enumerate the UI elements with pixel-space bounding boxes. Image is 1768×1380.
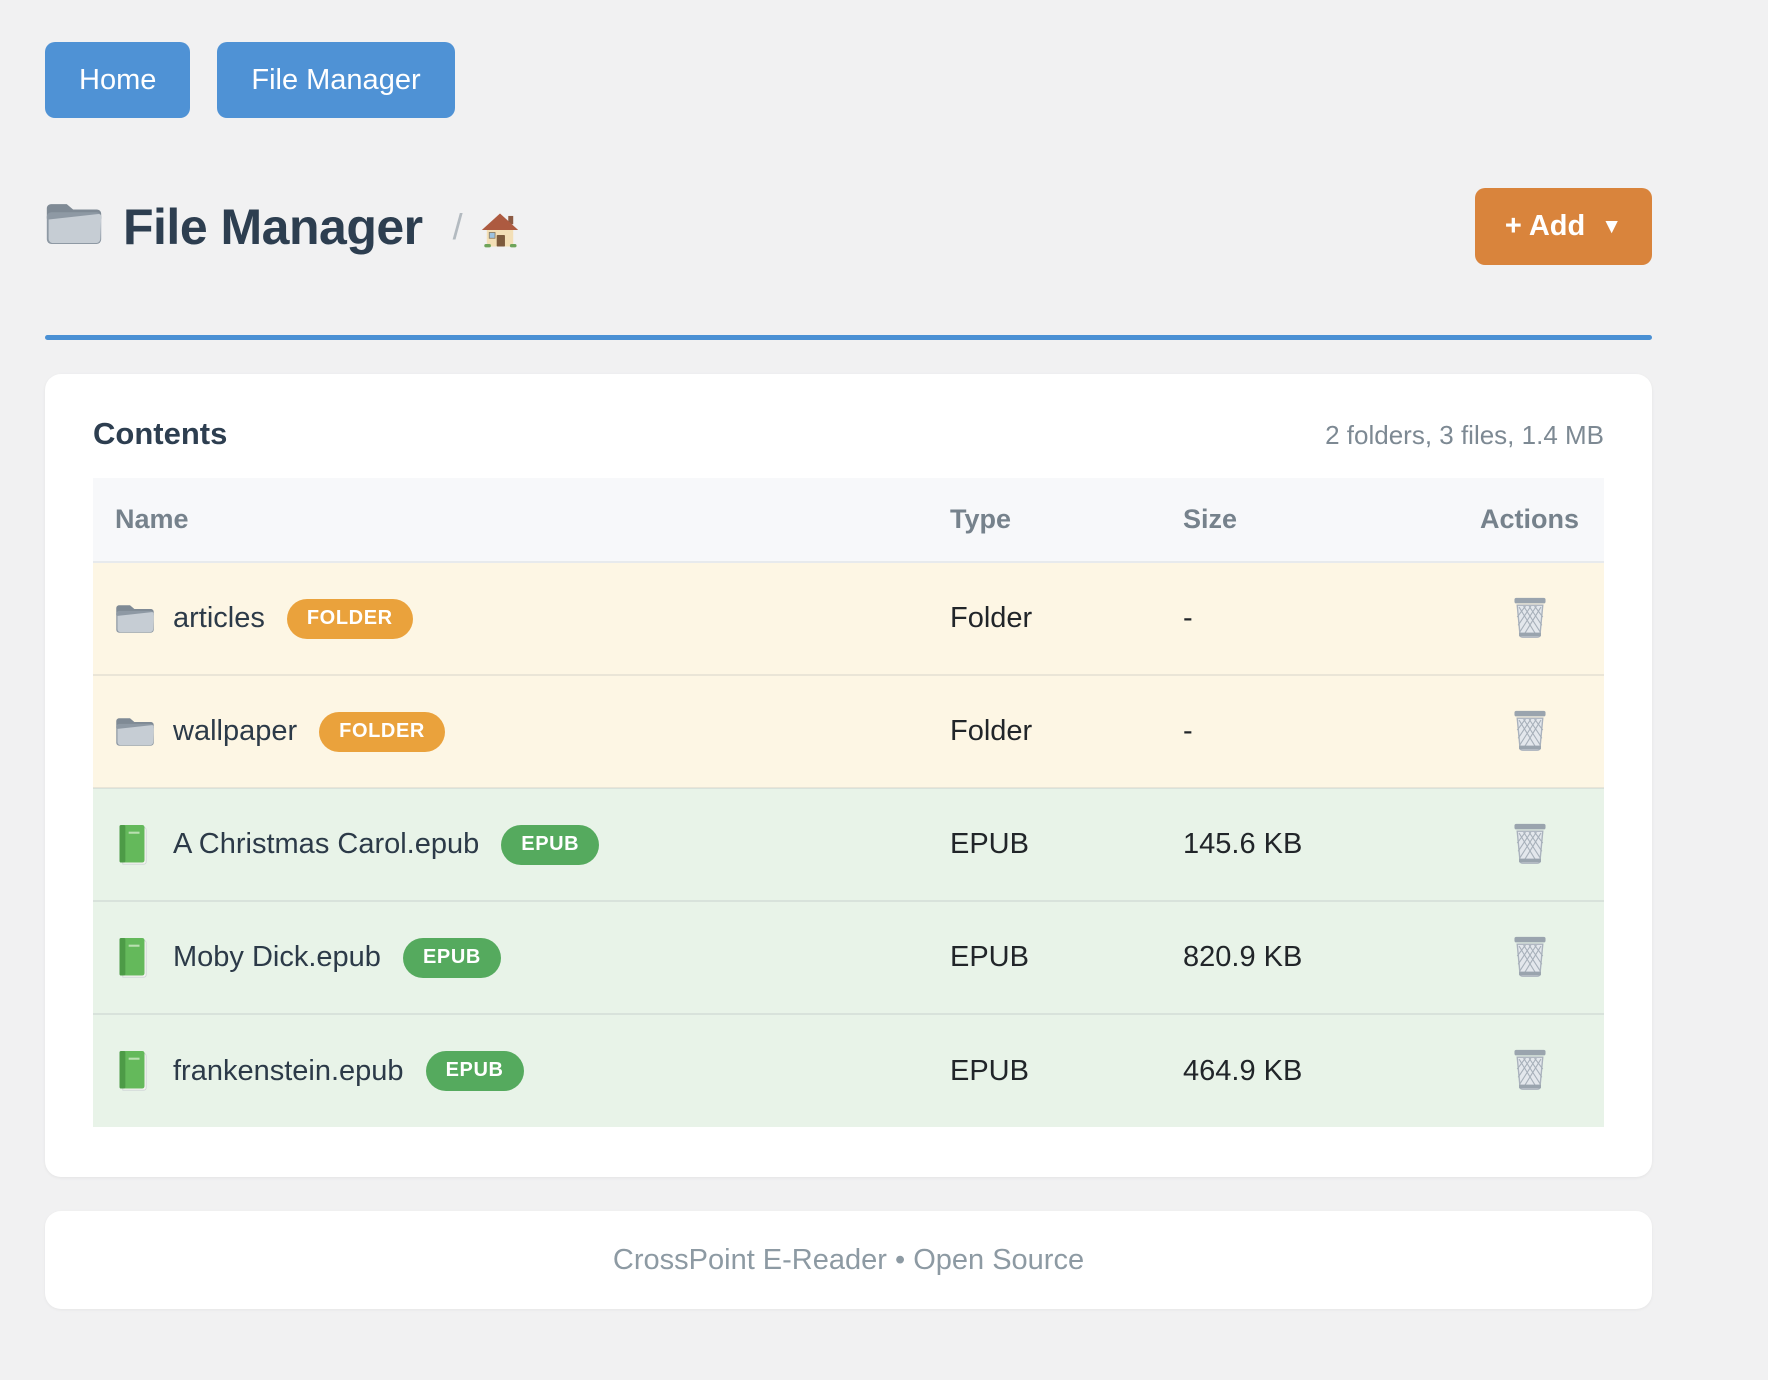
size-cell: 464.9 KB: [1183, 1013, 1455, 1127]
column-header-size: Size: [1183, 478, 1455, 563]
breadcrumb: /: [453, 206, 519, 248]
table-row[interactable]: Moby Dick.epub EPUB EPUB 820.9 KB: [93, 900, 1604, 1014]
book-icon: [115, 1051, 155, 1091]
delete-button[interactable]: [1506, 817, 1554, 871]
book-icon: [115, 937, 155, 978]
file-table-body: articles FOLDER Folder -: [93, 562, 1604, 1127]
type-badge: EPUB: [425, 1051, 524, 1091]
page-title-group: File Manager /: [45, 198, 519, 256]
file-table: Name Type Size Actions articles FOLDER F…: [93, 478, 1604, 1127]
delete-button[interactable]: [1506, 1043, 1554, 1097]
type-cell: EPUB: [950, 900, 1183, 1014]
nav-button-home[interactable]: Home: [45, 42, 191, 118]
trash-icon: [1512, 823, 1548, 868]
size-cell: -: [1183, 602, 1193, 634]
size-cell: 145.6 KB: [1183, 787, 1455, 901]
nav-button-file-manager[interactable]: File Manager: [217, 42, 455, 118]
trash-icon: [1512, 1049, 1548, 1094]
page-title: File Manager: [123, 198, 423, 255]
add-button[interactable]: + Add ▼: [1474, 188, 1652, 265]
size-cell: 820.9 KB: [1183, 900, 1455, 1014]
folder-icon: [115, 715, 155, 749]
contents-card: Contents 2 folders, 3 files, 1.4 MB Name…: [45, 374, 1652, 1177]
table-row[interactable]: A Christmas Carol.epub EPUB EPUB 145.6 K…: [93, 787, 1604, 901]
name-cell: Moby Dick.epub EPUB: [93, 937, 950, 978]
delete-button[interactable]: [1506, 930, 1554, 984]
add-button-label: + Add: [1504, 210, 1586, 242]
folder-icon: [115, 602, 155, 636]
type-badge: FOLDER: [286, 598, 413, 639]
type-cell: EPUB: [950, 1013, 1183, 1127]
card-title: Contents: [93, 416, 228, 451]
file-name[interactable]: Moby Dick.epub: [173, 941, 381, 973]
trash-icon: [1512, 936, 1548, 981]
house-icon[interactable]: [481, 212, 519, 248]
name-cell: frankenstein.epub EPUB: [93, 1051, 950, 1091]
title-row: File Manager / + Add ▼: [45, 188, 1652, 265]
type-cell: Folder: [950, 602, 1033, 634]
type-badge: EPUB: [501, 824, 600, 865]
size-cell: -: [1183, 674, 1455, 788]
contents-summary: 2 folders, 3 files, 1.4 MB: [1325, 420, 1604, 450]
caret-down-icon: ▼: [1601, 214, 1622, 238]
breadcrumb-separator: /: [452, 205, 463, 247]
file-name[interactable]: articles: [173, 602, 265, 634]
delete-button[interactable]: [1506, 591, 1554, 645]
table-header-row: Name Type Size Actions: [93, 478, 1604, 563]
type-cell: Folder: [950, 674, 1183, 788]
table-row[interactable]: wallpaper FOLDER Folder -: [93, 674, 1604, 788]
trash-icon: [1512, 710, 1548, 755]
trash-icon: [1512, 597, 1548, 642]
table-row[interactable]: frankenstein.epub EPUB EPUB 464.9 KB: [93, 1013, 1604, 1127]
file-name[interactable]: A Christmas Carol.epub: [173, 828, 480, 860]
table-row[interactable]: articles FOLDER Folder -: [93, 562, 1604, 675]
type-badge: FOLDER: [319, 711, 445, 752]
name-cell: A Christmas Carol.epub EPUB: [93, 824, 950, 865]
name-cell: wallpaper FOLDER: [93, 711, 950, 752]
footer: CrossPoint E-Reader • Open Source: [45, 1211, 1652, 1309]
delete-button[interactable]: [1506, 704, 1554, 758]
accent-rule: [45, 335, 1652, 340]
footer-text: CrossPoint E-Reader • Open Source: [612, 1243, 1085, 1276]
column-header-type: Type: [950, 478, 1183, 563]
type-cell: EPUB: [950, 787, 1183, 901]
top-nav: Home File Manager: [45, 42, 1652, 118]
column-header-name: Name: [93, 478, 950, 563]
column-header-actions: Actions: [1455, 478, 1604, 563]
file-name[interactable]: wallpaper: [173, 715, 298, 747]
book-icon: [115, 824, 155, 865]
page: Home File Manager File Manager /: [45, 42, 1652, 1309]
folder-icon: [45, 200, 103, 253]
name-cell: articles FOLDER: [93, 598, 950, 639]
type-badge: EPUB: [402, 937, 501, 978]
file-name[interactable]: frankenstein.epub: [173, 1054, 404, 1087]
card-header: Contents 2 folders, 3 files, 1.4 MB: [93, 416, 1604, 452]
